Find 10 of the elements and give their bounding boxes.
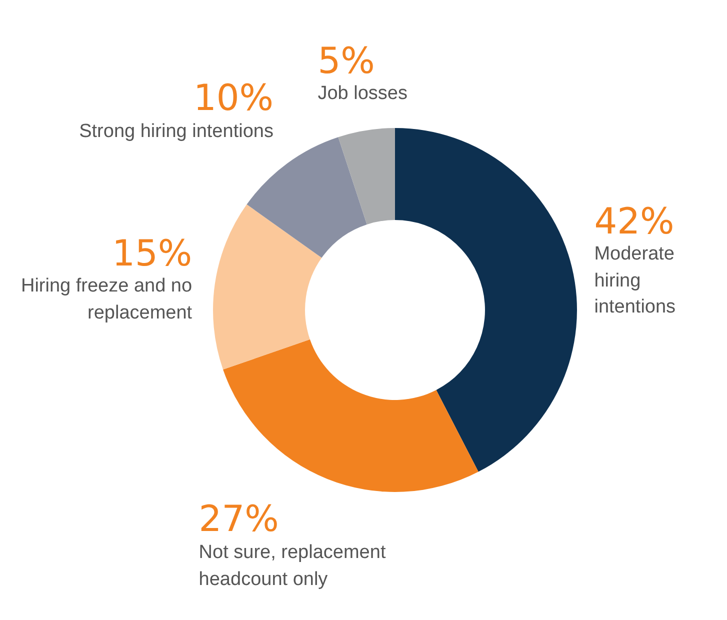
data-label: 27% <box>198 499 280 540</box>
slice-label: Hiring freeze and no replacement <box>20 275 192 326</box>
slice-label: Strong hiring intentions <box>79 119 274 144</box>
data-label: 5% <box>318 40 376 82</box>
slice-label: Moderate hiring intentions <box>594 242 677 320</box>
data-label: 15% <box>111 233 192 274</box>
data-label: 10% <box>192 78 274 119</box>
slice-label: Job losses <box>318 82 408 106</box>
data-label: 42% <box>594 200 676 242</box>
slice-label: Not sure, replacement headcount only <box>198 540 387 592</box>
